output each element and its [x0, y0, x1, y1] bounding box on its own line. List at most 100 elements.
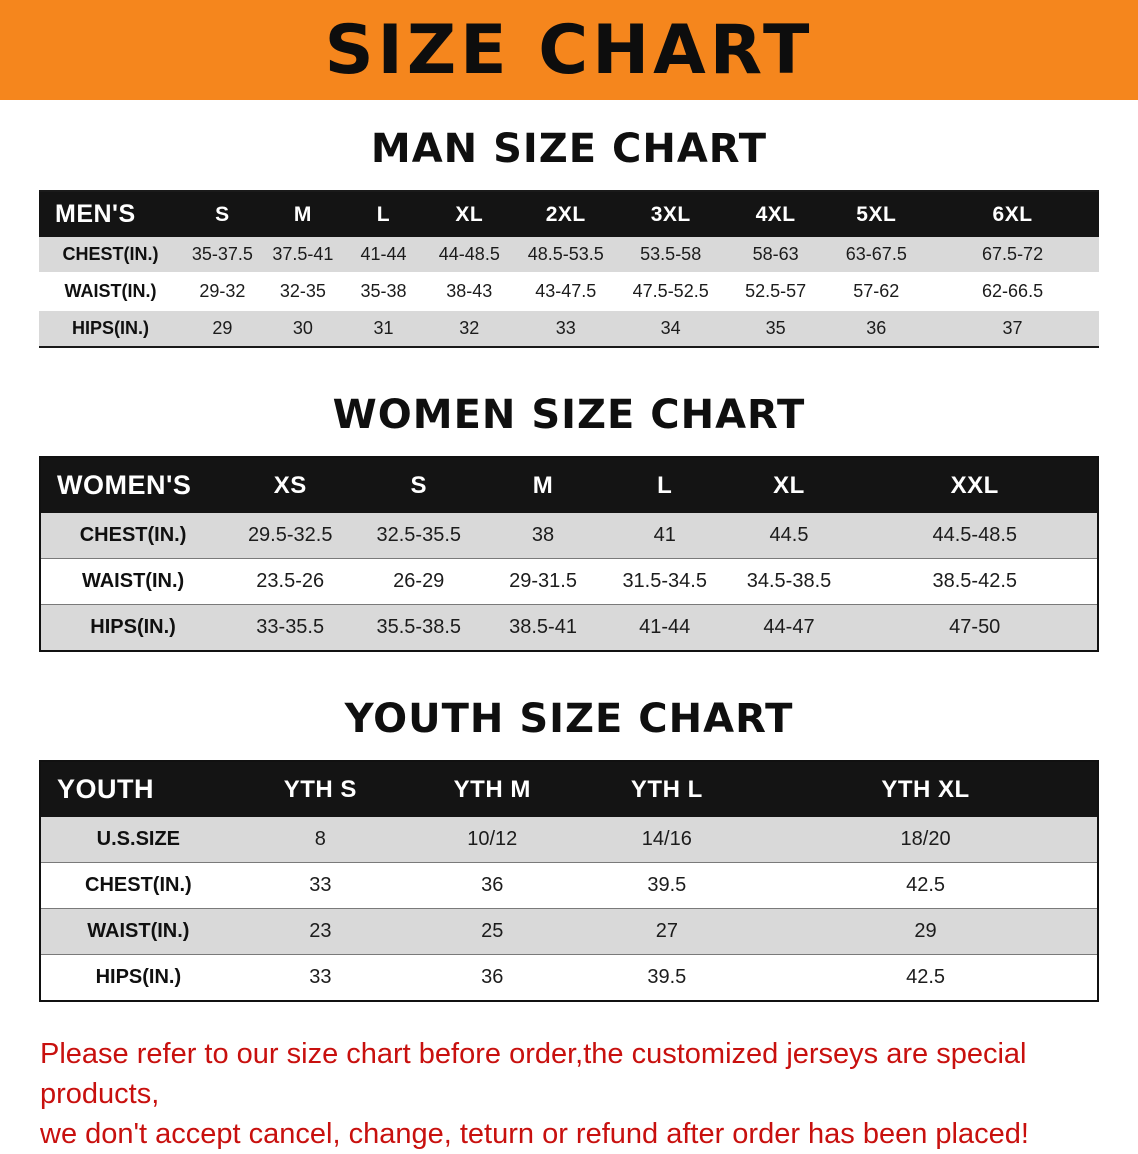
size-value-cell: 37 — [1002, 318, 1023, 338]
size-value-cell: 36 — [866, 318, 887, 338]
size-header-cell: 4XL — [755, 202, 796, 226]
youth-section-heading: YOUTH SIZE CHART — [344, 696, 794, 742]
men-size-table: MEN'S S M L XL 2XL 3XL 4XL 5XL 6XL CHEST(IN.) 35-37… — [39, 190, 1099, 348]
size-header-cell: 5XL — [856, 202, 897, 226]
size-header-cell: L — [657, 471, 673, 499]
size-header-cell: YTH M — [453, 775, 531, 803]
table-title-cell: YOUTH — [57, 774, 154, 804]
measurement-row: CHEST(IN.) 35-37.5 37.5-41 41-44 44-48.5 48.5… — [39, 237, 1099, 273]
size-value-cell: 27 — [655, 920, 678, 942]
women-size-section: WOMEN SIZE CHART WOMEN'S XS S M L XL XXL CHEST(… — [0, 392, 1138, 652]
size-value-cell: 32.5-35.5 — [376, 524, 461, 546]
size-value-cell: 18/20 — [900, 828, 951, 850]
row-label-cell: HIPS(IN.) — [95, 966, 182, 988]
size-header-cell: 2XL — [545, 202, 586, 226]
size-value-cell: 37.5-41 — [272, 244, 334, 264]
size-value-cell: 26-29 — [393, 570, 445, 592]
size-value-cell: 29-32 — [199, 281, 246, 301]
measurement-row: HIPS(IN.) 29 30 31 32 33 34 35 36 37 — [39, 310, 1099, 347]
disclaimer-line-1: Please refer to our size chart before or… — [40, 1038, 1027, 1111]
size-value-cell: 31.5-34.5 — [622, 570, 707, 592]
measurement-row: U.S.SIZE 8 10/12 14/16 18/20 — [40, 817, 1098, 863]
size-value-cell: 44-48.5 — [438, 244, 500, 264]
size-value-cell: 39.5 — [647, 874, 687, 896]
size-value-cell: 52.5-57 — [745, 281, 807, 301]
size-header-cell: L — [376, 202, 391, 226]
row-label-cell: U.S.SIZE — [96, 828, 181, 850]
men-size-section: MAN SIZE CHART MEN'S S M L XL 2XL 3XL 4XL 5XL 6XL… — [0, 126, 1138, 348]
youth-size-table: YOUTH YTH S YTH M YTH L YTH XL U.S.SIZE 8 10/12… — [39, 760, 1099, 1002]
measurement-row: CHEST(IN.) 33 36 39.5 42.5 — [40, 862, 1098, 909]
size-value-cell: 57-62 — [853, 281, 900, 301]
table-header-row: MEN'S S M L XL 2XL 3XL 4XL 5XL 6XL — [39, 191, 1099, 237]
men-section-heading: MAN SIZE CHART — [370, 126, 768, 172]
size-header-cell: M — [532, 471, 554, 499]
size-value-cell: 33 — [309, 966, 332, 988]
size-value-cell: 34 — [660, 318, 681, 338]
size-value-cell: 25 — [481, 920, 504, 942]
size-value-cell: 14/16 — [641, 828, 692, 850]
size-value-cell: 43-47.5 — [535, 281, 597, 301]
row-label-cell: CHEST(IN.) — [85, 874, 192, 896]
size-value-cell: 31 — [373, 318, 394, 338]
size-value-cell: 47-50 — [949, 616, 1001, 638]
size-header-cell: YTH L — [630, 775, 703, 803]
size-value-cell: 53.5-58 — [640, 244, 702, 264]
row-label-cell: CHEST(IN.) — [62, 244, 159, 264]
size-value-cell: 41 — [653, 524, 676, 546]
size-header-cell: XS — [273, 471, 307, 499]
size-value-cell: 32 — [459, 318, 480, 338]
size-value-cell: 10/12 — [467, 828, 518, 850]
size-value-cell: 32-35 — [279, 281, 326, 301]
size-value-cell: 36 — [481, 874, 504, 896]
size-header-cell: S — [215, 202, 230, 226]
row-label-cell: WAIST(IN.) — [87, 920, 190, 942]
size-value-cell: 62-66.5 — [982, 281, 1044, 301]
size-value-cell: 35-37.5 — [191, 244, 253, 264]
row-label-cell: WAIST(IN.) — [64, 281, 157, 301]
row-label-cell: WAIST(IN.) — [81, 570, 185, 592]
row-label-cell: HIPS(IN.) — [90, 616, 176, 638]
size-header-cell: 6XL — [992, 202, 1033, 226]
size-value-cell: 58-63 — [752, 244, 799, 264]
size-value-cell: 44.5-48.5 — [932, 524, 1017, 546]
size-value-cell: 44-47 — [763, 616, 815, 638]
size-value-cell: 34.5-38.5 — [746, 570, 832, 592]
size-header-cell: YTH XL — [881, 775, 970, 803]
size-value-cell: 23 — [309, 920, 332, 942]
size-header-cell: 3XL — [650, 202, 691, 226]
size-chart-banner: SIZE CHART — [0, 0, 1138, 100]
measurement-row: WAIST(IN.) 23.5-26 26-29 29-31.5 31.5-34.5 34… — [40, 558, 1098, 605]
size-value-cell: 41-44 — [639, 616, 691, 638]
size-value-cell: 67.5-72 — [982, 244, 1044, 264]
measurement-row: WAIST(IN.) 29-32 32-35 35-38 38-43 43-47.5 47.… — [39, 273, 1099, 310]
women-size-table: WOMEN'S XS S M L XL XXL CHEST(IN.) 29.5-32.5 32.5… — [39, 456, 1099, 652]
table-header-row: YOUTH YTH S YTH M YTH L YTH XL — [40, 761, 1098, 817]
youth-size-section: YOUTH SIZE CHART YOUTH YTH S YTH M YTH L YTH… — [0, 696, 1138, 1002]
size-value-cell: 44.5 — [769, 524, 809, 546]
table-header-row: WOMEN'S XS S M L XL XXL — [40, 457, 1098, 513]
size-value-cell: 35 — [765, 318, 786, 338]
size-header-cell: S — [410, 471, 427, 499]
size-header-cell: XL — [455, 202, 484, 226]
size-value-cell: 29.5-32.5 — [247, 524, 333, 546]
size-value-cell: 63-67.5 — [845, 244, 907, 264]
size-header-cell: M — [293, 202, 312, 226]
size-value-cell: 39.5 — [647, 966, 687, 988]
size-value-cell: 33 — [309, 874, 332, 896]
disclaimer-line-2: we don't accept cancel, change, teturn o… — [40, 1118, 1029, 1151]
size-value-cell: 42.5 — [906, 966, 946, 988]
size-value-cell: 29-31.5 — [509, 570, 577, 592]
table-title-cell: MEN'S — [55, 200, 136, 228]
size-value-cell: 42.5 — [906, 874, 946, 896]
size-value-cell: 48.5-53.5 — [527, 244, 604, 264]
row-label-cell: CHEST(IN.) — [79, 524, 187, 546]
size-value-cell: 38.5-42.5 — [932, 570, 1017, 592]
size-value-cell: 36 — [481, 966, 504, 988]
size-value-cell: 23.5-26 — [256, 570, 325, 592]
size-value-cell: 35-38 — [360, 281, 407, 301]
order-disclaimer: Please refer to our size chart before or… — [40, 1034, 1100, 1154]
row-label-cell: HIPS(IN.) — [72, 318, 150, 338]
size-header-cell: XL — [773, 471, 805, 499]
size-value-cell: 38.5-41 — [509, 616, 577, 638]
